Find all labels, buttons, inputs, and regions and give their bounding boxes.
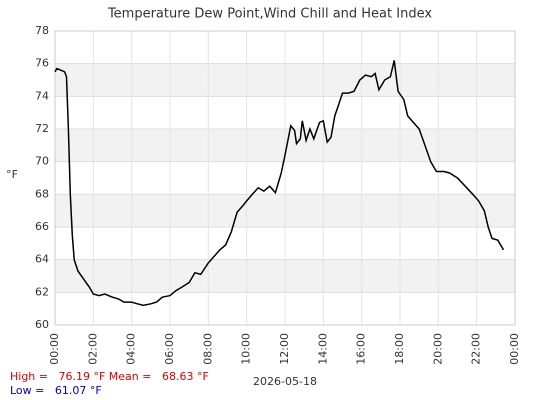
y-tick-label: 60 [35, 318, 49, 331]
y-tick-label: 68 [35, 187, 49, 200]
plot-border [54, 30, 516, 326]
y-tick-label: 72 [35, 122, 49, 135]
x-tick-label: 08:00 [201, 333, 214, 365]
x-tick-label: 04:00 [125, 333, 138, 365]
y-tick-label: 62 [35, 285, 49, 298]
x-tick-label: 14:00 [316, 333, 329, 365]
x-tick-label: 18:00 [393, 333, 406, 365]
x-tick-label: 20:00 [431, 333, 444, 365]
summary-text: High = 76.19 °F Mean = 68.63 °F [10, 370, 209, 383]
x-axis-label: 2026-05-18 [253, 375, 317, 388]
summary-text: Low = 61.07 °F [10, 384, 102, 397]
x-tick-label: 12:00 [278, 333, 291, 365]
x-tick-label: 16:00 [355, 333, 368, 365]
y-tick-label: 66 [35, 220, 49, 233]
x-tick-label: 02:00 [86, 333, 99, 365]
y-tick-label: 76 [35, 57, 49, 70]
x-tick-label: 00:00 [48, 333, 61, 365]
y-axis-label: °F [6, 168, 18, 181]
x-tick-label: 06:00 [163, 333, 176, 365]
y-tick-label: 70 [35, 155, 49, 168]
x-tick-label: 22:00 [470, 333, 483, 365]
y-tick-label: 78 [35, 24, 49, 37]
x-tick-label: 10:00 [240, 333, 253, 365]
line [54, 60, 505, 307]
x-tick-label: 00:00 [508, 333, 521, 365]
y-tick-label: 64 [35, 253, 49, 266]
chart-title: Temperature Dew Point,Wind Chill and Hea… [107, 7, 432, 22]
y-tick-label: 74 [35, 89, 49, 102]
